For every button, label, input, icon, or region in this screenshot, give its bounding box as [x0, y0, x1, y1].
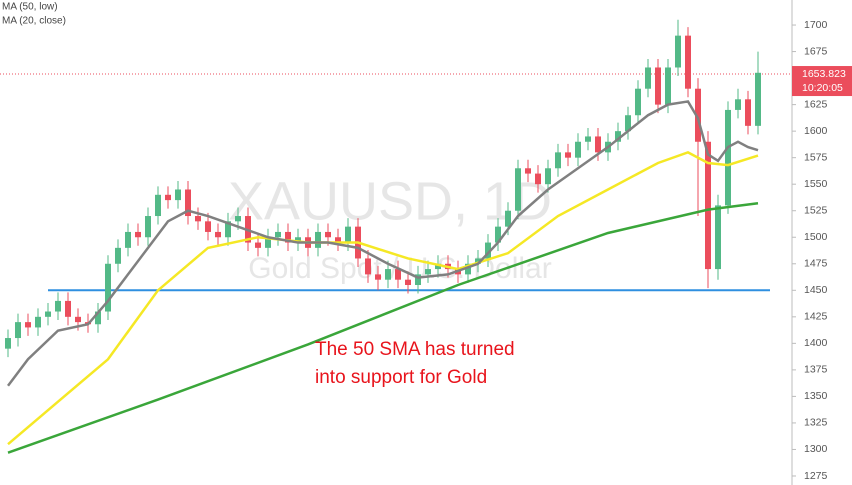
- y-tick-label: 1700: [804, 19, 828, 31]
- candle-body: [425, 269, 431, 275]
- candle-body: [155, 194, 161, 217]
- countdown: 10:20:05: [802, 82, 843, 94]
- candle-body: [685, 35, 691, 89]
- annotation: The 50 SMA has turned: [315, 339, 515, 360]
- y-tick-label: 1575: [804, 151, 828, 163]
- candle-body: [645, 67, 651, 89]
- price-label: 1653.823: [802, 68, 846, 80]
- candle-body: [135, 231, 141, 238]
- y-tick-label: 1450: [804, 284, 828, 296]
- candle-body: [505, 210, 511, 227]
- candle-body: [395, 269, 401, 280]
- candle-body: [265, 237, 271, 248]
- y-tick-label: 1475: [804, 258, 828, 270]
- candle-body: [315, 231, 321, 248]
- candle-body: [35, 316, 41, 328]
- candle-body: [55, 300, 61, 312]
- candle-body: [555, 152, 561, 169]
- candle-body: [625, 115, 631, 132]
- candle-body: [125, 231, 131, 248]
- candle-body: [105, 263, 111, 312]
- candle-body: [415, 274, 421, 285]
- ma-line: [7, 100, 759, 387]
- candle-body: [695, 88, 701, 142]
- candle-body: [15, 322, 21, 339]
- candle-body: [535, 173, 541, 185]
- candle-body: [725, 109, 731, 206]
- candle-body: [215, 231, 221, 238]
- y-tick-label: 1400: [804, 337, 828, 349]
- candle-body: [495, 226, 501, 243]
- candle-body: [475, 258, 481, 264]
- candle-body: [715, 205, 721, 270]
- legend-entry: MA (50, low): [2, 2, 58, 13]
- y-tick-label: 1625: [804, 98, 828, 110]
- y-tick-label: 1675: [804, 45, 828, 57]
- candle-body: [405, 279, 411, 285]
- candle-body: [275, 231, 281, 238]
- y-tick-label: 1550: [804, 178, 828, 190]
- candle-body: [165, 194, 171, 201]
- candle-body: [225, 221, 231, 238]
- candle-body: [345, 226, 351, 243]
- candle-body: [485, 242, 491, 259]
- y-tick-label: 1375: [804, 364, 828, 376]
- candle-body: [65, 300, 71, 317]
- candle-body: [385, 269, 391, 280]
- candle-body: [675, 35, 681, 68]
- candle-body: [435, 263, 441, 270]
- candle-body: [5, 338, 11, 349]
- candle-body: [705, 141, 711, 270]
- candle-body: [285, 231, 291, 243]
- candle-body: [25, 322, 31, 328]
- candle-body: [665, 67, 671, 105]
- y-tick-label: 1275: [804, 470, 828, 482]
- candle-body: [175, 189, 181, 201]
- ma-line: [7, 202, 759, 454]
- y-tick-label: 1300: [804, 443, 828, 455]
- candle-body: [335, 237, 341, 243]
- y-tick-label: 1350: [804, 390, 828, 402]
- candle-body: [195, 216, 201, 222]
- candle-body: [295, 237, 301, 243]
- candle-body: [95, 311, 101, 325]
- y-tick-label: 1425: [804, 311, 828, 323]
- candle-body: [735, 99, 741, 110]
- ma-line: [7, 151, 759, 446]
- candle-body: [595, 136, 601, 153]
- legend-entry: MA (20, close): [2, 16, 66, 27]
- candle-body: [615, 131, 621, 142]
- candle-body: [515, 168, 521, 211]
- candle-body: [45, 311, 51, 317]
- candle-body: [365, 258, 371, 275]
- candle-body: [525, 168, 531, 174]
- candle-body: [145, 216, 151, 238]
- candle-body: [465, 263, 471, 275]
- candle-body: [635, 88, 641, 116]
- candle-body: [565, 152, 571, 158]
- candle-body: [585, 136, 591, 142]
- candle-body: [755, 72, 761, 126]
- candle-body: [115, 247, 121, 264]
- candle-body: [255, 242, 261, 248]
- candle-body: [655, 67, 661, 105]
- y-tick-label: 1325: [804, 417, 828, 429]
- y-tick-label: 1500: [804, 231, 828, 243]
- candle-body: [545, 168, 551, 185]
- candle-body: [75, 316, 81, 323]
- candle-body: [325, 231, 331, 238]
- candle-body: [575, 141, 581, 158]
- candle-body: [235, 216, 241, 222]
- annotation: into support for Gold: [315, 367, 487, 388]
- y-tick-label: 1525: [804, 205, 828, 217]
- candle-body: [185, 189, 191, 217]
- candle-body: [205, 221, 211, 232]
- watermark: XAUUSD, 1D: [228, 171, 552, 231]
- candle-body: [375, 274, 381, 280]
- y-tick-label: 1600: [804, 125, 828, 137]
- price-label-box: [792, 66, 852, 97]
- candle-body: [745, 99, 751, 126]
